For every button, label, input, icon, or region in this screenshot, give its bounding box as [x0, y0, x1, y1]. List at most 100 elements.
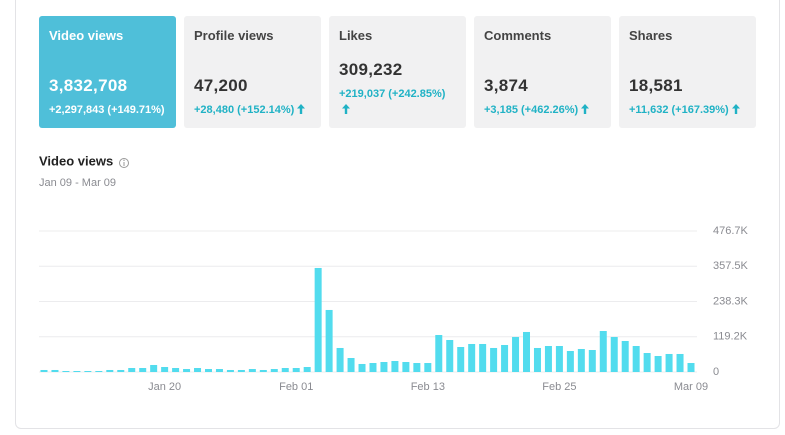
bar [325, 309, 333, 372]
y-tick-label: 0 [713, 366, 719, 378]
card-title: Video views [49, 28, 124, 43]
x-tick-label: Mar 09 [674, 381, 708, 393]
x-tick-label: Feb 01 [279, 381, 313, 393]
bar [632, 346, 640, 372]
bar [314, 267, 322, 372]
stat-card[interactable]: Likes 309,232 +219,037 (+242.85%) [329, 16, 466, 128]
bar [347, 358, 355, 372]
bar [84, 370, 92, 372]
card-change: +2,297,843 (+149.71%) [49, 102, 166, 118]
bar [194, 368, 202, 372]
stat-cards: Video views 3,832,708 +2,297,843 (+149.71%… [39, 16, 756, 128]
change-text: +219,037 (+242.85%) [339, 88, 446, 100]
bar [292, 368, 300, 372]
bar [457, 347, 465, 372]
bar [95, 370, 103, 372]
bar [51, 369, 59, 372]
bar [215, 369, 223, 372]
bar [161, 367, 169, 372]
bar [270, 369, 278, 372]
card-change: +3,185 (+462.26%) [484, 102, 601, 118]
card-value: 47,200 [194, 76, 248, 95]
bar [566, 350, 574, 372]
bar [588, 349, 596, 372]
x-tick-label: Jan 20 [148, 381, 181, 393]
bar [523, 331, 531, 372]
change-text: +28,480 (+152.14%) [194, 104, 295, 116]
stat-card[interactable]: Comments 3,874 +3,185 (+462.26%) [474, 16, 611, 128]
bar [490, 347, 498, 372]
panel [15, 0, 780, 429]
bar [687, 363, 695, 372]
bar [150, 364, 158, 372]
bar [435, 334, 443, 372]
bar [281, 368, 289, 372]
stat-card[interactable]: Shares 18,581 +11,632 (+167.39%) [619, 16, 756, 128]
bar [62, 370, 70, 372]
y-tick-label: 119.2K [713, 331, 748, 343]
up-arrow [731, 104, 740, 114]
card-change: +219,037 (+242.85%) [339, 86, 456, 118]
card-value: 18,581 [629, 76, 683, 95]
stat-card[interactable]: Video views 3,832,708 +2,297,843 (+149.71%… [39, 16, 176, 128]
bar [643, 353, 651, 372]
chart-title: Video views [39, 153, 113, 168]
card-change: +28,480 (+152.14%) [194, 102, 311, 118]
change-text: +3,185 (+462.26%) [484, 104, 579, 116]
bar [621, 341, 629, 372]
bar [599, 331, 607, 372]
up-arrow [581, 104, 590, 114]
bar [512, 336, 520, 372]
card-value: 3,832,708 [49, 76, 128, 95]
bar [402, 362, 410, 372]
bar [248, 369, 256, 372]
bar [303, 367, 311, 372]
bar [73, 370, 81, 372]
bar [413, 363, 421, 372]
x-tick-label: Feb 13 [411, 381, 445, 393]
y-tick-label: 357.5K [713, 260, 749, 272]
x-tick-label: Feb 25 [542, 381, 576, 393]
bar [665, 353, 673, 372]
card-title: Comments [484, 28, 552, 43]
bar [128, 368, 136, 372]
info-icon [119, 158, 129, 168]
card-title: Profile views [194, 28, 274, 43]
bar [237, 369, 245, 372]
bar [654, 355, 662, 372]
bar [117, 369, 125, 372]
bar [139, 368, 147, 372]
y-tick-label: 476.7K [713, 225, 749, 237]
bar [380, 362, 388, 372]
card-title: Likes [339, 28, 373, 43]
card-change: +11,632 (+167.39%) [629, 102, 746, 118]
card-value: 3,874 [484, 76, 529, 95]
bar [226, 369, 234, 372]
card-title: Shares [629, 28, 673, 43]
bar [391, 360, 399, 372]
bar [204, 369, 212, 372]
change-text: +11,632 (+167.39%) [629, 104, 729, 116]
y-tick-label: 238.3K [713, 295, 749, 307]
bar [336, 347, 344, 372]
bar [544, 346, 552, 372]
up-arrow [342, 104, 350, 114]
bar [577, 348, 585, 372]
stat-card[interactable]: Profile views 47,200 +28,480 (+152.14%) [184, 16, 321, 128]
bar [533, 347, 541, 372]
bar [446, 339, 454, 372]
bar [183, 369, 191, 372]
card-value: 309,232 [339, 60, 403, 79]
bar [40, 369, 48, 372]
bar [424, 363, 432, 372]
up-arrow [297, 104, 306, 114]
bar [610, 336, 618, 372]
change-text: +2,297,843 (+149.71%) [49, 104, 165, 116]
bar [172, 368, 180, 372]
bar [259, 369, 267, 372]
bar [555, 346, 563, 372]
chart-subtitle: Jan 09 - Mar 09 [39, 177, 116, 189]
bar [501, 344, 509, 372]
